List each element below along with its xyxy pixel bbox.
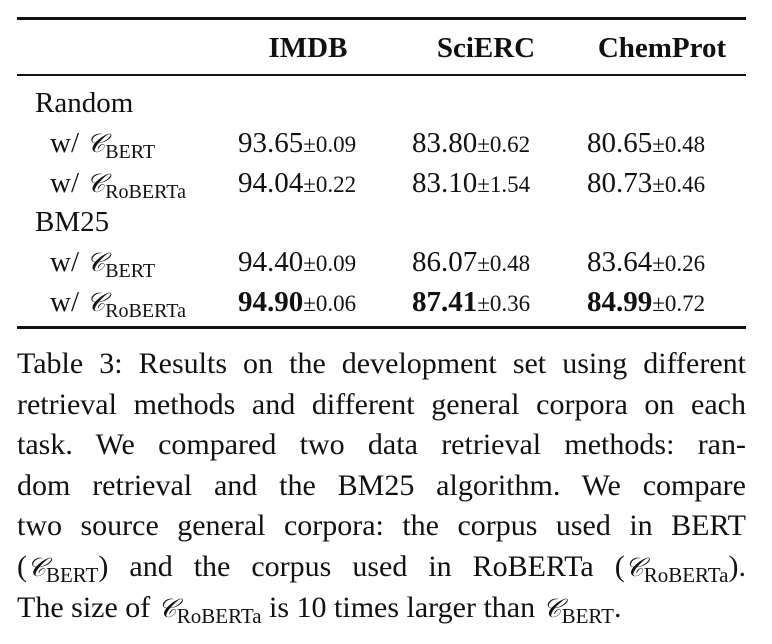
group-label-random: Random xyxy=(35,87,134,119)
row-label-bm25-bert: w/ 𝒞BERT xyxy=(50,243,155,282)
row-prefix: w/ xyxy=(50,246,79,278)
cell-mean: 93.65 xyxy=(238,127,304,159)
caption-text: . xyxy=(613,591,622,624)
caption-text: ) and the corpus used in RoBERTa ( xyxy=(98,549,625,583)
cell-mean: 80.65 xyxy=(587,127,653,159)
caption-line: The size of 𝒞RoBERTa is 10 times larger … xyxy=(17,588,746,630)
cell-mean: 80.73 xyxy=(587,167,653,199)
corpus-symbol: 𝒞 xyxy=(86,248,106,278)
cell-mean-best: 94.90 xyxy=(238,286,304,318)
table-caption: Table 3: Results on the development set … xyxy=(17,344,746,630)
cell-mean: 94.40 xyxy=(238,246,304,278)
caption-text: is 10 times larger than xyxy=(261,591,543,624)
cell-mean: 94.04 xyxy=(238,167,304,199)
cell-std: ±0.09 xyxy=(303,251,357,276)
cell-std: ±0.06 xyxy=(303,291,357,316)
caption-line: task. We compared two data retrieval met… xyxy=(17,428,746,461)
table-bottom-rule xyxy=(17,326,746,329)
cell-std: ±0.46 xyxy=(652,172,706,197)
caption-text: ). xyxy=(728,549,747,583)
caption-line: Table 3: Results on the development set … xyxy=(17,347,746,380)
group-label-bm25: BM25 xyxy=(35,206,110,238)
table-cell: 87.41±0.36 xyxy=(412,283,530,323)
table-cell: 94.90±0.06 xyxy=(238,283,356,323)
cell-std: ±0.26 xyxy=(652,251,706,276)
cell-std: ±1.54 xyxy=(477,172,531,197)
table-header-rule xyxy=(17,74,746,76)
cell-std: ±0.22 xyxy=(303,172,357,197)
corpus-symbol: 𝒞 xyxy=(542,594,562,624)
row-label-random-roberta: w/ 𝒞RoBERTa xyxy=(50,164,186,203)
row-prefix: w/ xyxy=(50,167,79,199)
table-cell: 83.80±0.62 xyxy=(412,124,530,164)
cell-std: ±0.62 xyxy=(477,132,531,157)
row-prefix: w/ xyxy=(50,127,79,159)
corpus-subscript: BERT xyxy=(561,604,614,628)
cell-mean: 86.07 xyxy=(412,246,478,278)
row-label-bm25-roberta: w/ 𝒞RoBERTa xyxy=(50,283,186,322)
cell-std: ±0.72 xyxy=(652,291,706,316)
corpus-subscript: RoBERTa xyxy=(105,181,186,203)
caption-line: (𝒞BERT) and the corpus used in RoBERTa (… xyxy=(17,547,746,589)
table-cell: 84.99±0.72 xyxy=(587,283,705,323)
caption-line: retrieval methods and different general … xyxy=(17,387,746,421)
cell-mean: 83.10 xyxy=(412,167,478,199)
cell-mean-best: 87.41 xyxy=(412,286,478,318)
cell-std: ±0.09 xyxy=(303,132,357,157)
table-cell: 83.10±1.54 xyxy=(412,164,530,204)
corpus-symbol: 𝒞 xyxy=(157,594,177,624)
cell-mean: 83.64 xyxy=(587,246,653,278)
corpus-symbol: 𝒞 xyxy=(86,288,106,318)
table-cell: 80.65±0.48 xyxy=(587,124,705,164)
table-cell: 86.07±0.48 xyxy=(412,243,530,283)
corpus-subscript: BERT xyxy=(105,141,156,163)
caption-text: The size of xyxy=(17,591,158,624)
column-header-chemprot: ChemProt xyxy=(597,32,727,64)
corpus-symbol: 𝒞 xyxy=(624,552,644,583)
caption-line: dom retrieval and the BM25 algorithm. We… xyxy=(17,468,746,502)
corpus-subscript: RoBERTa xyxy=(643,562,729,587)
cell-mean: 83.80 xyxy=(412,127,478,159)
corpus-symbol: 𝒞 xyxy=(27,552,46,583)
corpus-subscript: RoBERTa xyxy=(176,604,262,628)
row-prefix: w/ xyxy=(50,286,79,318)
cell-std: ±0.48 xyxy=(652,132,706,157)
table-cell: 80.73±0.46 xyxy=(587,164,705,204)
row-label-random-bert: w/ 𝒞BERT xyxy=(50,124,155,163)
cell-mean-best: 84.99 xyxy=(587,286,653,318)
corpus-subscript: BERT xyxy=(45,562,99,587)
table-cell: 94.40±0.09 xyxy=(238,243,356,283)
cell-std: ±0.36 xyxy=(477,291,531,316)
column-header-imdb: IMDB xyxy=(268,32,348,64)
corpus-symbol: 𝒞 xyxy=(86,169,106,199)
caption-text: ( xyxy=(17,549,27,583)
table-top-rule xyxy=(17,17,746,20)
table-cell: 94.04±0.22 xyxy=(238,164,356,204)
table-cell: 83.64±0.26 xyxy=(587,243,705,283)
caption-line: two source general corpora: the corpus u… xyxy=(17,509,746,542)
table-cell: 93.65±0.09 xyxy=(238,124,356,164)
corpus-subscript: BERT xyxy=(105,260,156,282)
column-header-scierc: SciERC xyxy=(436,32,536,64)
corpus-subscript: RoBERTa xyxy=(105,300,186,322)
cell-std: ±0.48 xyxy=(477,251,531,276)
corpus-symbol: 𝒞 xyxy=(86,129,106,159)
